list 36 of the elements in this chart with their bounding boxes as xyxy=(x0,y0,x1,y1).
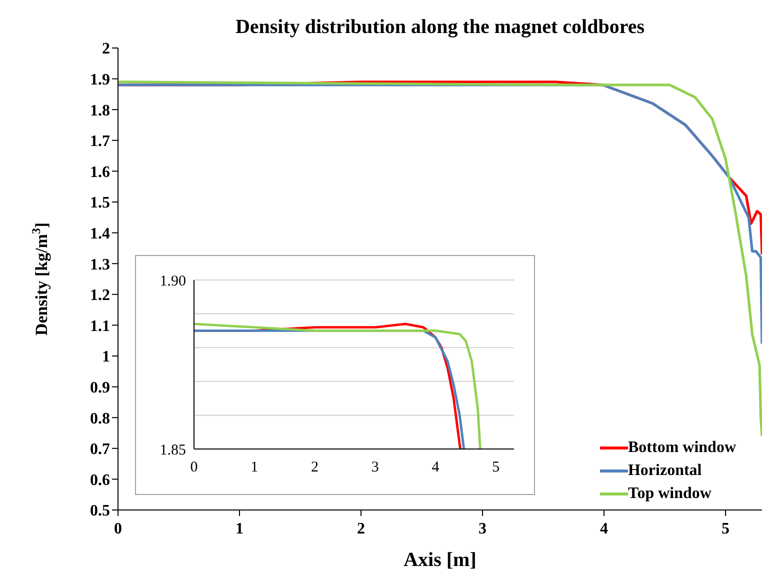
y-tick-label: 0.6 xyxy=(90,472,110,489)
y-tick-label: 0.7 xyxy=(90,441,110,458)
y-tick-label: 0.8 xyxy=(90,410,110,428)
x-tick-label: 0 xyxy=(114,520,122,538)
x-tick-label: 1 xyxy=(250,460,258,476)
line-series xyxy=(118,80,762,438)
legend-label: Top window xyxy=(628,484,712,504)
x-tick-label: 2 xyxy=(311,460,319,476)
y-tick-label: 1.9 xyxy=(90,71,110,88)
x-tick-label: 5 xyxy=(722,520,730,538)
y-tick-label: 0.9 xyxy=(90,379,110,396)
legend-label: Bottom window xyxy=(628,438,736,458)
x-tick-label: 4 xyxy=(432,460,440,476)
y-tick-label: 1.4 xyxy=(90,225,110,242)
x-tick-label: 1 xyxy=(236,520,244,538)
y-tick-label: 1.6 xyxy=(90,164,110,181)
y-tick-label: 1.8 xyxy=(90,102,110,120)
y-tick-label: 1.90 xyxy=(160,273,186,290)
y-tick-label: 0.5 xyxy=(90,502,110,520)
y-tick-label: 1.2 xyxy=(90,287,110,304)
x-tick-label: 4 xyxy=(600,520,608,538)
x-tick-label: 5 xyxy=(492,460,500,476)
y-tick-label: 1.1 xyxy=(90,318,110,335)
y-tick-label: 1.5 xyxy=(90,194,110,212)
x-tick-label: 3 xyxy=(478,520,487,538)
y-tick-label: 2 xyxy=(102,40,110,58)
chart-title: Density distribution along the magnet coldbores xyxy=(234,16,646,39)
y-tick-label: 1.3 xyxy=(90,256,110,274)
x-tick-label: 2 xyxy=(357,520,366,538)
y-tick-label: 1.7 xyxy=(90,133,110,150)
y-tick-label: 1 xyxy=(102,348,110,366)
x-tick-label: 3 xyxy=(371,460,379,476)
x-tick-label: 0 xyxy=(190,460,198,476)
x-axis-title: Axis [m] xyxy=(404,549,476,571)
y-tick-label: 1.85 xyxy=(160,442,186,458)
legend-label: Horizontal xyxy=(628,461,702,481)
